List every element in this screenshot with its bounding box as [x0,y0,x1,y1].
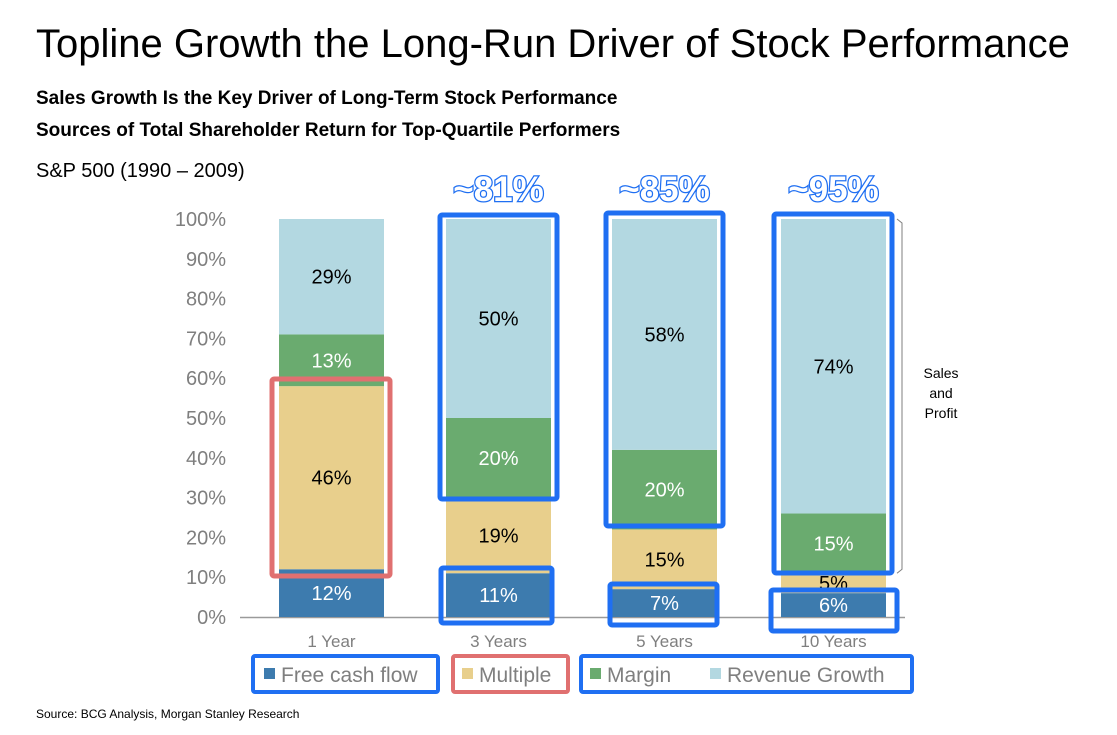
page-title: Topline Growth the Long-Run Driver of St… [36,22,1070,66]
data-label: 20% [644,480,684,502]
bracket-label: Profit [925,405,958,421]
legend-label: Multiple [479,664,551,687]
bar-segment-revenue-growth [446,219,551,418]
y-tick-label: 0% [197,607,226,629]
legend-highlight-box [251,654,440,694]
fcf-highlight-box [438,565,555,626]
data-label: 13% [311,350,351,372]
data-label: 12% [311,583,351,605]
legend-swatch [590,668,601,679]
data-label: 74% [813,356,853,378]
fcf-highlight-box [768,587,900,634]
chart-subtitle-secondary: Sources of Total Shareholder Return for … [36,120,621,141]
chart-subtitle: Sales Growth Is the Key Driver of Long-T… [36,88,618,109]
legend-highlight-box [451,654,570,694]
y-tick-label: 100% [175,209,226,231]
data-label: 20% [478,448,518,470]
sales-profit-highlight-box [603,210,726,529]
bar-segment-margin [612,449,717,530]
sales-profit-bracket [896,218,903,574]
data-label: 29% [311,267,351,289]
data-label: 50% [478,309,518,331]
bar-segment-free-cash-flow [781,593,886,617]
y-tick-label: 40% [186,448,226,470]
y-tick-label: 60% [186,368,226,390]
bar-segment-free-cash-flow [612,589,717,617]
fcf-highlight-box [607,581,720,628]
legend-label: Free cash flow [281,664,418,687]
bar-segment-free-cash-flow [446,573,551,617]
x-tick-label: 3 Years [470,632,527,651]
share-annotation: ~81% [453,170,544,209]
bracket-label: and [929,385,952,401]
sales-profit-highlight-box [437,212,560,502]
multiple-highlight-box [269,376,393,579]
data-label: 19% [478,525,518,547]
bar-segment-multiple [612,529,717,590]
data-label: 15% [644,549,684,571]
data-label: 58% [644,324,684,346]
share-annotation: ~85% [619,170,710,209]
legend-label: Revenue Growth [727,664,885,687]
x-tick-label: 5 Years [636,632,693,651]
legend-highlight-box [579,654,914,694]
period-label: S&P 500 (1990 – 2009) [36,160,245,182]
bar-segment-margin [781,513,886,574]
y-tick-label: 10% [186,567,226,589]
source-note: Source: BCG Analysis, Morgan Stanley Res… [36,707,300,721]
bracket-label: Sales [923,365,958,381]
data-label: 15% [813,533,853,555]
data-label: 11% [479,585,518,607]
y-tick-label: 50% [186,408,226,430]
bar-segment-multiple [279,386,384,570]
share-annotation: ~95% [788,170,879,209]
bar-segment-multiple [446,497,551,574]
legend-swatch [462,668,473,679]
y-tick-label: 20% [186,527,226,549]
y-tick-label: 80% [186,289,226,311]
legend-swatch [264,668,275,679]
data-label: 6% [819,595,848,617]
bar-segment-revenue-growth [612,219,717,450]
legend-label: Margin [607,664,671,687]
data-label: 46% [311,468,351,490]
y-tick-label: 90% [186,249,226,271]
x-tick-label: 10 Years [800,632,866,651]
bar-segment-revenue-growth [781,219,886,514]
y-tick-label: 70% [186,328,226,350]
y-tick-label: 30% [186,488,226,510]
data-label: 7% [650,593,679,615]
bar-segment-margin [446,418,551,498]
bar-segment-revenue-growth [279,219,384,335]
legend-swatch [710,668,721,679]
sales-profit-highlight-box [771,211,895,576]
x-tick-label: 1 Year [307,632,356,651]
